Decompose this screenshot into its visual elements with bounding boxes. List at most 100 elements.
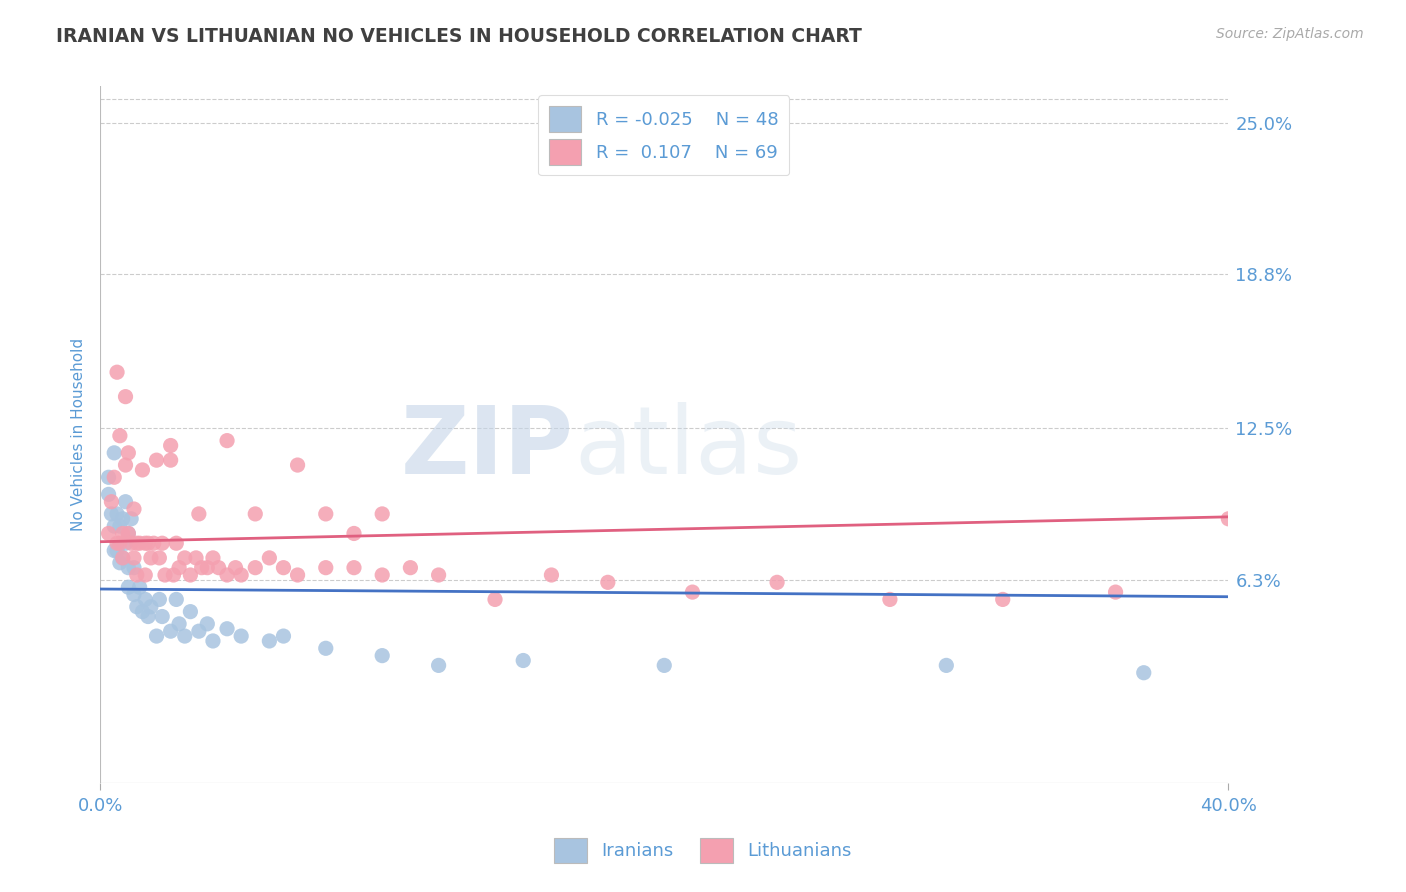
Point (134, 592, 156, 607)
Point (97, 470, 120, 484)
Point (111, 550, 134, 565)
Legend: R = -0.025    N = 48, R =  0.107    N = 69: R = -0.025 N = 48, R = 0.107 N = 69 (538, 95, 789, 176)
Point (114, 494, 136, 508)
Point (136, 536, 159, 550)
Point (139, 550, 162, 565)
Point (201, 634, 224, 648)
Point (273, 629, 295, 643)
Point (427, 568, 450, 582)
Point (108, 428, 131, 442)
Point (97, 526, 120, 541)
Point (165, 536, 187, 550)
Point (105, 543, 128, 558)
Point (165, 592, 187, 607)
Point (105, 536, 128, 550)
Point (315, 560, 337, 574)
Point (125, 536, 148, 550)
Point (201, 550, 224, 565)
Point (142, 536, 165, 550)
Point (315, 507, 337, 521)
Point (108, 556, 131, 570)
Point (114, 390, 136, 404)
Point (117, 580, 139, 594)
Point (100, 494, 122, 508)
Point (231, 568, 253, 582)
Point (105, 365, 128, 379)
Point (343, 526, 366, 541)
Point (148, 592, 170, 607)
Point (766, 575, 789, 590)
Point (128, 580, 150, 594)
Point (120, 512, 142, 526)
Point (103, 470, 125, 484)
Point (315, 641, 337, 656)
Point (371, 648, 394, 663)
Point (150, 609, 173, 624)
Point (105, 507, 128, 521)
Point (111, 550, 134, 565)
Point (215, 622, 238, 636)
Point (167, 560, 190, 574)
Point (159, 624, 181, 639)
Point (273, 560, 295, 574)
Point (153, 568, 176, 582)
Point (159, 438, 181, 452)
Point (122, 588, 145, 602)
Point (652, 658, 675, 673)
Point (371, 568, 394, 582)
Point (287, 458, 309, 472)
Point (122, 550, 145, 565)
Point (136, 609, 159, 624)
Point (131, 463, 153, 477)
Point (117, 526, 139, 541)
Point (259, 634, 281, 648)
Point (371, 507, 394, 521)
Point (540, 568, 562, 582)
Point (1104, 585, 1126, 599)
Point (122, 560, 145, 574)
Point (187, 624, 209, 639)
Point (167, 616, 190, 631)
Point (97, 487, 120, 501)
Point (187, 507, 209, 521)
Point (207, 560, 229, 574)
Point (991, 592, 1014, 607)
Point (596, 575, 619, 590)
Point (195, 560, 218, 574)
Point (159, 453, 181, 467)
Point (114, 458, 136, 472)
Point (879, 592, 901, 607)
Point (162, 568, 184, 582)
Point (682, 585, 704, 599)
Point (117, 560, 139, 574)
Point (225, 560, 247, 574)
Point (231, 629, 253, 643)
Point (108, 536, 131, 550)
Legend: Iranians, Lithuanians: Iranians, Lithuanians (543, 827, 863, 874)
Point (148, 550, 170, 565)
Point (484, 592, 506, 607)
Y-axis label: No Vehicles in Household: No Vehicles in Household (72, 338, 86, 531)
Point (139, 599, 162, 614)
Point (215, 568, 238, 582)
Point (259, 550, 281, 565)
Point (111, 512, 134, 526)
Point (195, 616, 218, 631)
Point (103, 543, 125, 558)
Point (287, 568, 309, 582)
Point (145, 629, 167, 643)
Text: atlas: atlas (574, 402, 803, 494)
Point (117, 526, 139, 541)
Point (399, 560, 422, 574)
Point (114, 536, 136, 550)
Point (125, 568, 148, 582)
Point (111, 526, 134, 541)
Point (184, 550, 207, 565)
Point (134, 536, 156, 550)
Point (343, 560, 366, 574)
Point (190, 560, 212, 574)
Point (215, 434, 238, 448)
Point (1218, 512, 1240, 526)
Point (935, 658, 957, 673)
Point (245, 507, 267, 521)
